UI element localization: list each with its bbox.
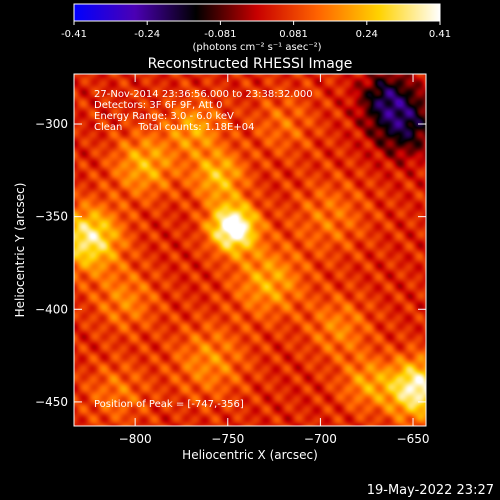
colorbar-tick-label: 0.24	[356, 29, 378, 40]
peak-position-label: Position of Peak = [-747,-356]	[94, 399, 244, 410]
colorbar-units: (photons cm⁻² s⁻¹ asec⁻²)	[192, 42, 321, 53]
footer-date: 19-May-2022 23:27	[367, 483, 494, 498]
annotation-energy: Energy Range: 3.0 - 6.0 keV	[94, 111, 234, 122]
x-tick-label: −700	[304, 432, 337, 446]
x-tick-label: −750	[211, 432, 244, 446]
plot-frame	[73, 73, 427, 427]
colorbar-ticks: -0.41 -0.24 -0.081 0.081 0.24 0.41	[61, 21, 451, 40]
colorbar-tick-label: -0.41	[61, 29, 87, 40]
colorbar-tick-label: 0.081	[279, 29, 308, 40]
colorbar-tick-label: -0.24	[134, 29, 160, 40]
annotation-detectors: Detectors: 3F 6F 9F, Att 0	[94, 100, 222, 111]
y-axis-label: Heliocentric Y (arcsec)	[13, 183, 27, 318]
x-tick-label: −800	[119, 432, 152, 446]
x-axis-ticks: −800 −750 −700 −650	[119, 74, 430, 446]
chart-title: Reconstructed RHESSI Image	[148, 56, 353, 72]
heatmap-image	[74, 74, 426, 426]
colorbar-gradient	[73, 3, 441, 22]
x-axis-label: Heliocentric X (arcsec)	[182, 448, 318, 462]
y-axis-ticks: −300 −350 −400 −450	[35, 117, 426, 409]
y-tick-label: −400	[35, 302, 68, 316]
x-tick-label: −650	[397, 432, 430, 446]
colorbar-tick-label: 0.41	[429, 29, 451, 40]
colorbar: -0.41 -0.24 -0.081 0.081 0.24 0.41 (photons c…	[61, 3, 451, 53]
annotation-time-range: 27-Nov-2014 23:36:56.000 to 23:38:32.000	[94, 89, 313, 100]
y-tick-label: −450	[35, 395, 68, 409]
y-tick-label: −300	[35, 117, 68, 131]
y-tick-label: −350	[35, 210, 68, 224]
info-annotations: 27-Nov-2014 23:36:56.000 to 23:38:32.000…	[94, 89, 313, 410]
colorbar-tick-label: -0.081	[204, 29, 236, 40]
heatmap-canvas	[74, 74, 426, 426]
annotation-clean: Clean Total counts: 1.18E+04	[94, 122, 254, 133]
